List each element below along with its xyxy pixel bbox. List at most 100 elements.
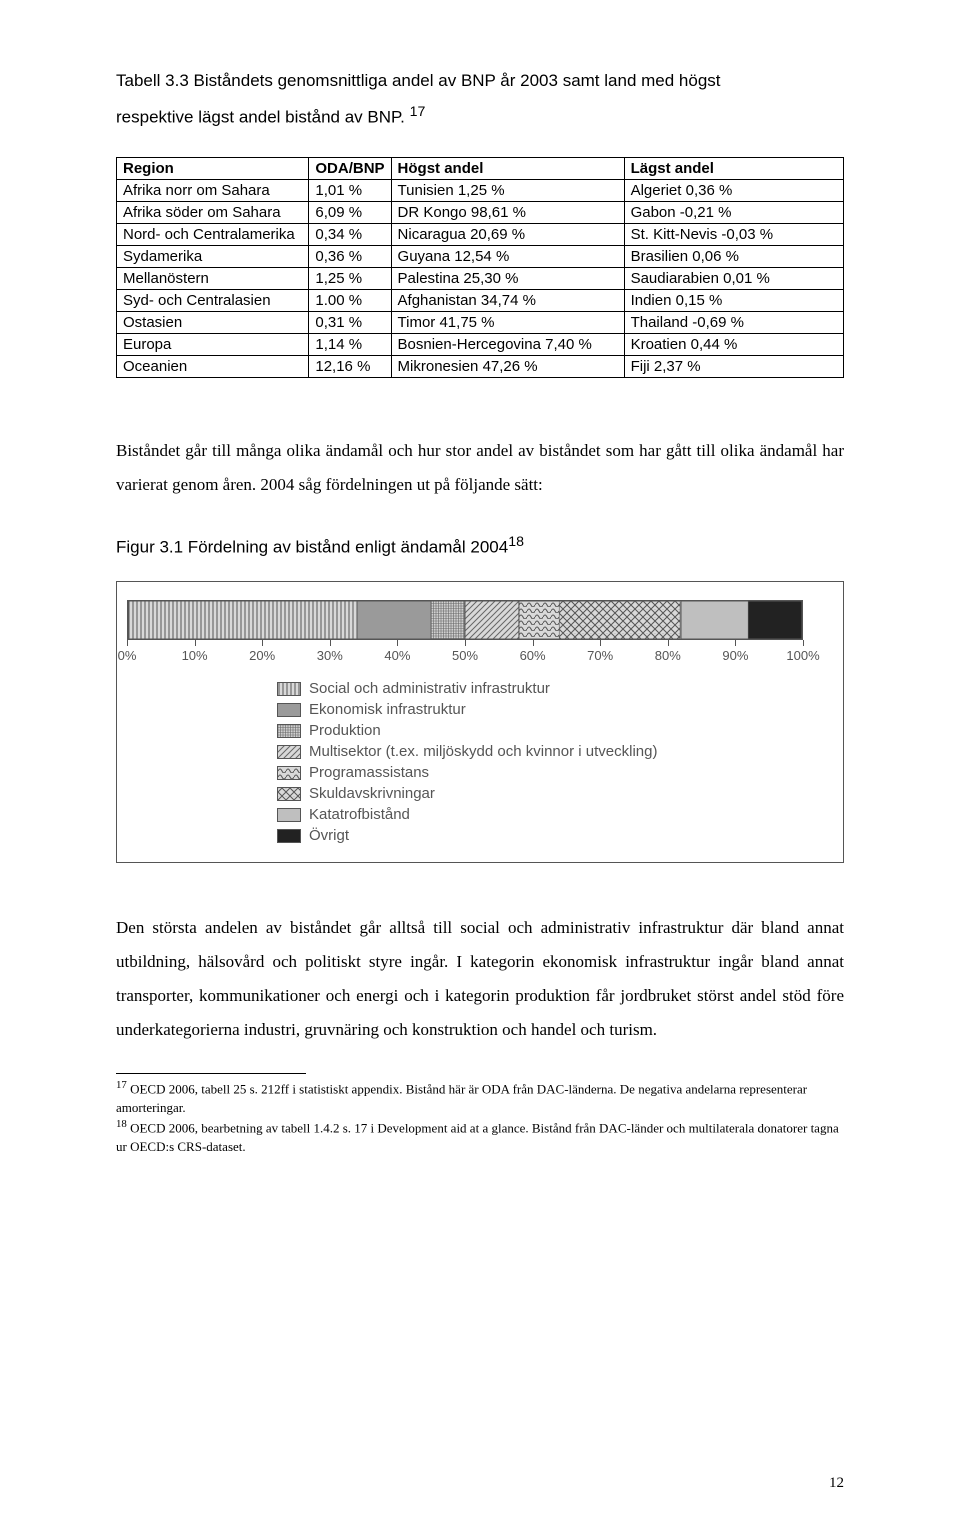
table-cell: 1,01 %: [309, 179, 391, 201]
legend-item: Social och administrativ infrastruktur: [277, 680, 803, 697]
table-row: Syd- och Centralasien1.00 %Afghanistan 3…: [117, 289, 844, 311]
tick-label: 0%: [118, 648, 137, 663]
table-cell: Sydamerika: [117, 245, 309, 267]
table-cell: Algeriet 0,36 %: [624, 179, 843, 201]
table-row: Ostasien0,31 %Timor 41,75 %Thailand -0,6…: [117, 311, 844, 333]
table-cell: Nord- och Centralamerika: [117, 223, 309, 245]
bar-segment: [465, 601, 519, 639]
table-cell: Afrika norr om Sahara: [117, 179, 309, 201]
footnote-num-18: 18: [116, 1118, 127, 1130]
legend-label: Multisektor (t.ex. miljöskydd och kvinno…: [309, 743, 657, 760]
legend-label: Produktion: [309, 722, 381, 739]
table-cell: DR Kongo 98,61 %: [391, 201, 624, 223]
table-body: Afrika norr om Sahara1,01 %Tunisien 1,25…: [117, 179, 844, 377]
footnote-rule: [116, 1073, 306, 1074]
table-cell: Bosnien-Hercegovina 7,40 %: [391, 333, 624, 355]
stacked-bar-chart: 0%10%20%30%40%50%60%70%80%90%100% Social…: [116, 581, 844, 863]
th-highest: Högst andel: [391, 157, 624, 179]
table-row: Sydamerika0,36 %Guyana 12,54 %Brasilien …: [117, 245, 844, 267]
tick-label: 100%: [786, 648, 819, 663]
legend-item: Multisektor (t.ex. miljöskydd och kvinno…: [277, 743, 803, 760]
tick: [533, 640, 534, 646]
table-cell: Syd- och Centralasien: [117, 289, 309, 311]
legend-label: Social och administrativ infrastruktur: [309, 680, 550, 697]
table-cell: Timor 41,75 %: [391, 311, 624, 333]
tick: [127, 640, 128, 646]
table-caption: Tabell 3.3 Biståndets genomsnittliga and…: [116, 64, 844, 135]
table-row: Europa1,14 %Bosnien-Hercegovina 7,40 %Kr…: [117, 333, 844, 355]
table-cell: Mellanöstern: [117, 267, 309, 289]
tick-label: 50%: [452, 648, 478, 663]
th-lowest: Lägst andel: [624, 157, 843, 179]
tick-row: [127, 640, 803, 646]
bar-segment: [357, 601, 431, 639]
tick-label: 80%: [655, 648, 681, 663]
table-row: Oceanien12,16 %Mikronesien 47,26 %Fiji 2…: [117, 355, 844, 377]
tick: [668, 640, 669, 646]
legend-item: Övrigt: [277, 827, 803, 844]
table-row: Afrika söder om Sahara6,09 %DR Kongo 98,…: [117, 201, 844, 223]
table-cell: Gabon -0,21 %: [624, 201, 843, 223]
table-cell: Fiji 2,37 %: [624, 355, 843, 377]
footnote-ref-17: 17: [410, 104, 426, 120]
legend-item: Skuldavskrivningar: [277, 785, 803, 802]
tick-label: 40%: [384, 648, 410, 663]
tick: [195, 640, 196, 646]
table-cell: Oceanien: [117, 355, 309, 377]
table-cell: 1,25 %: [309, 267, 391, 289]
caption-line1: Tabell 3.3 Biståndets genomsnittliga and…: [116, 71, 721, 90]
table-cell: Guyana 12,54 %: [391, 245, 624, 267]
table-cell: Afghanistan 34,74 %: [391, 289, 624, 311]
th-odabnp: ODA/BNP: [309, 157, 391, 179]
tick-label: 70%: [587, 648, 613, 663]
legend-label: Katatrofbistånd: [309, 806, 410, 823]
legend-swatch: [277, 682, 301, 696]
legend-swatch: [277, 766, 301, 780]
tick: [600, 640, 601, 646]
bnp-table: Region ODA/BNP Högst andel Lägst andel A…: [116, 157, 844, 378]
table-cell: Nicaragua 20,69 %: [391, 223, 624, 245]
tick: [397, 640, 398, 646]
footnote-num-17: 17: [116, 1079, 127, 1091]
footnote-18-text: OECD 2006, bearbetning av tabell 1.4.2 s…: [116, 1120, 839, 1153]
legend-label: Ekonomisk infrastruktur: [309, 701, 466, 718]
table-cell: 6,09 %: [309, 201, 391, 223]
bar-track: [127, 600, 803, 640]
footnote-ref-18: 18: [508, 534, 524, 550]
legend-item: Produktion: [277, 722, 803, 739]
bar-segment: [681, 601, 748, 639]
table-cell: St. Kitt-Nevis -0,03 %: [624, 223, 843, 245]
table-cell: 0,36 %: [309, 245, 391, 267]
footnote-17-text: OECD 2006, tabell 25 s. 212ff i statisti…: [116, 1082, 807, 1115]
tick-label: 10%: [182, 648, 208, 663]
tick-label: 60%: [520, 648, 546, 663]
table-cell: Thailand -0,69 %: [624, 311, 843, 333]
bar-segment: [431, 601, 465, 639]
footnote-18: 18 OECD 2006, bearbetning av tabell 1.4.…: [116, 1117, 844, 1156]
bar-segment: [519, 601, 559, 639]
table-cell: 0,31 %: [309, 311, 391, 333]
bar-segment: [128, 601, 357, 639]
legend-item: Katatrofbistånd: [277, 806, 803, 823]
page: Tabell 3.3 Biståndets genomsnittliga and…: [0, 0, 960, 1518]
tick: [465, 640, 466, 646]
table-cell: Kroatien 0,44 %: [624, 333, 843, 355]
table-row: Nord- och Centralamerika0,34 %Nicaragua …: [117, 223, 844, 245]
table-cell: Mikronesien 47,26 %: [391, 355, 624, 377]
legend-label: Programassistans: [309, 764, 429, 781]
tick: [262, 640, 263, 646]
table-cell: Indien 0,15 %: [624, 289, 843, 311]
footnote-17: 17 OECD 2006, tabell 25 s. 212ff i stati…: [116, 1078, 844, 1117]
table-row: Mellanöstern1,25 %Palestina 25,30 %Saudi…: [117, 267, 844, 289]
legend: Social och administrativ infrastruktur Ek…: [127, 680, 803, 844]
table-cell: Afrika söder om Sahara: [117, 201, 309, 223]
tick-label: 20%: [249, 648, 275, 663]
table-cell: 0,34 %: [309, 223, 391, 245]
table-cell: Palestina 25,30 %: [391, 267, 624, 289]
table-cell: Europa: [117, 333, 309, 355]
legend-label: Övrigt: [309, 827, 349, 844]
table-cell: 1,14 %: [309, 333, 391, 355]
tick-labels: 0%10%20%30%40%50%60%70%80%90%100%: [127, 648, 803, 666]
figure-caption: Figur 3.1 Fördelning av bistånd enligt ä…: [116, 534, 844, 558]
page-number: 12: [829, 1475, 844, 1492]
